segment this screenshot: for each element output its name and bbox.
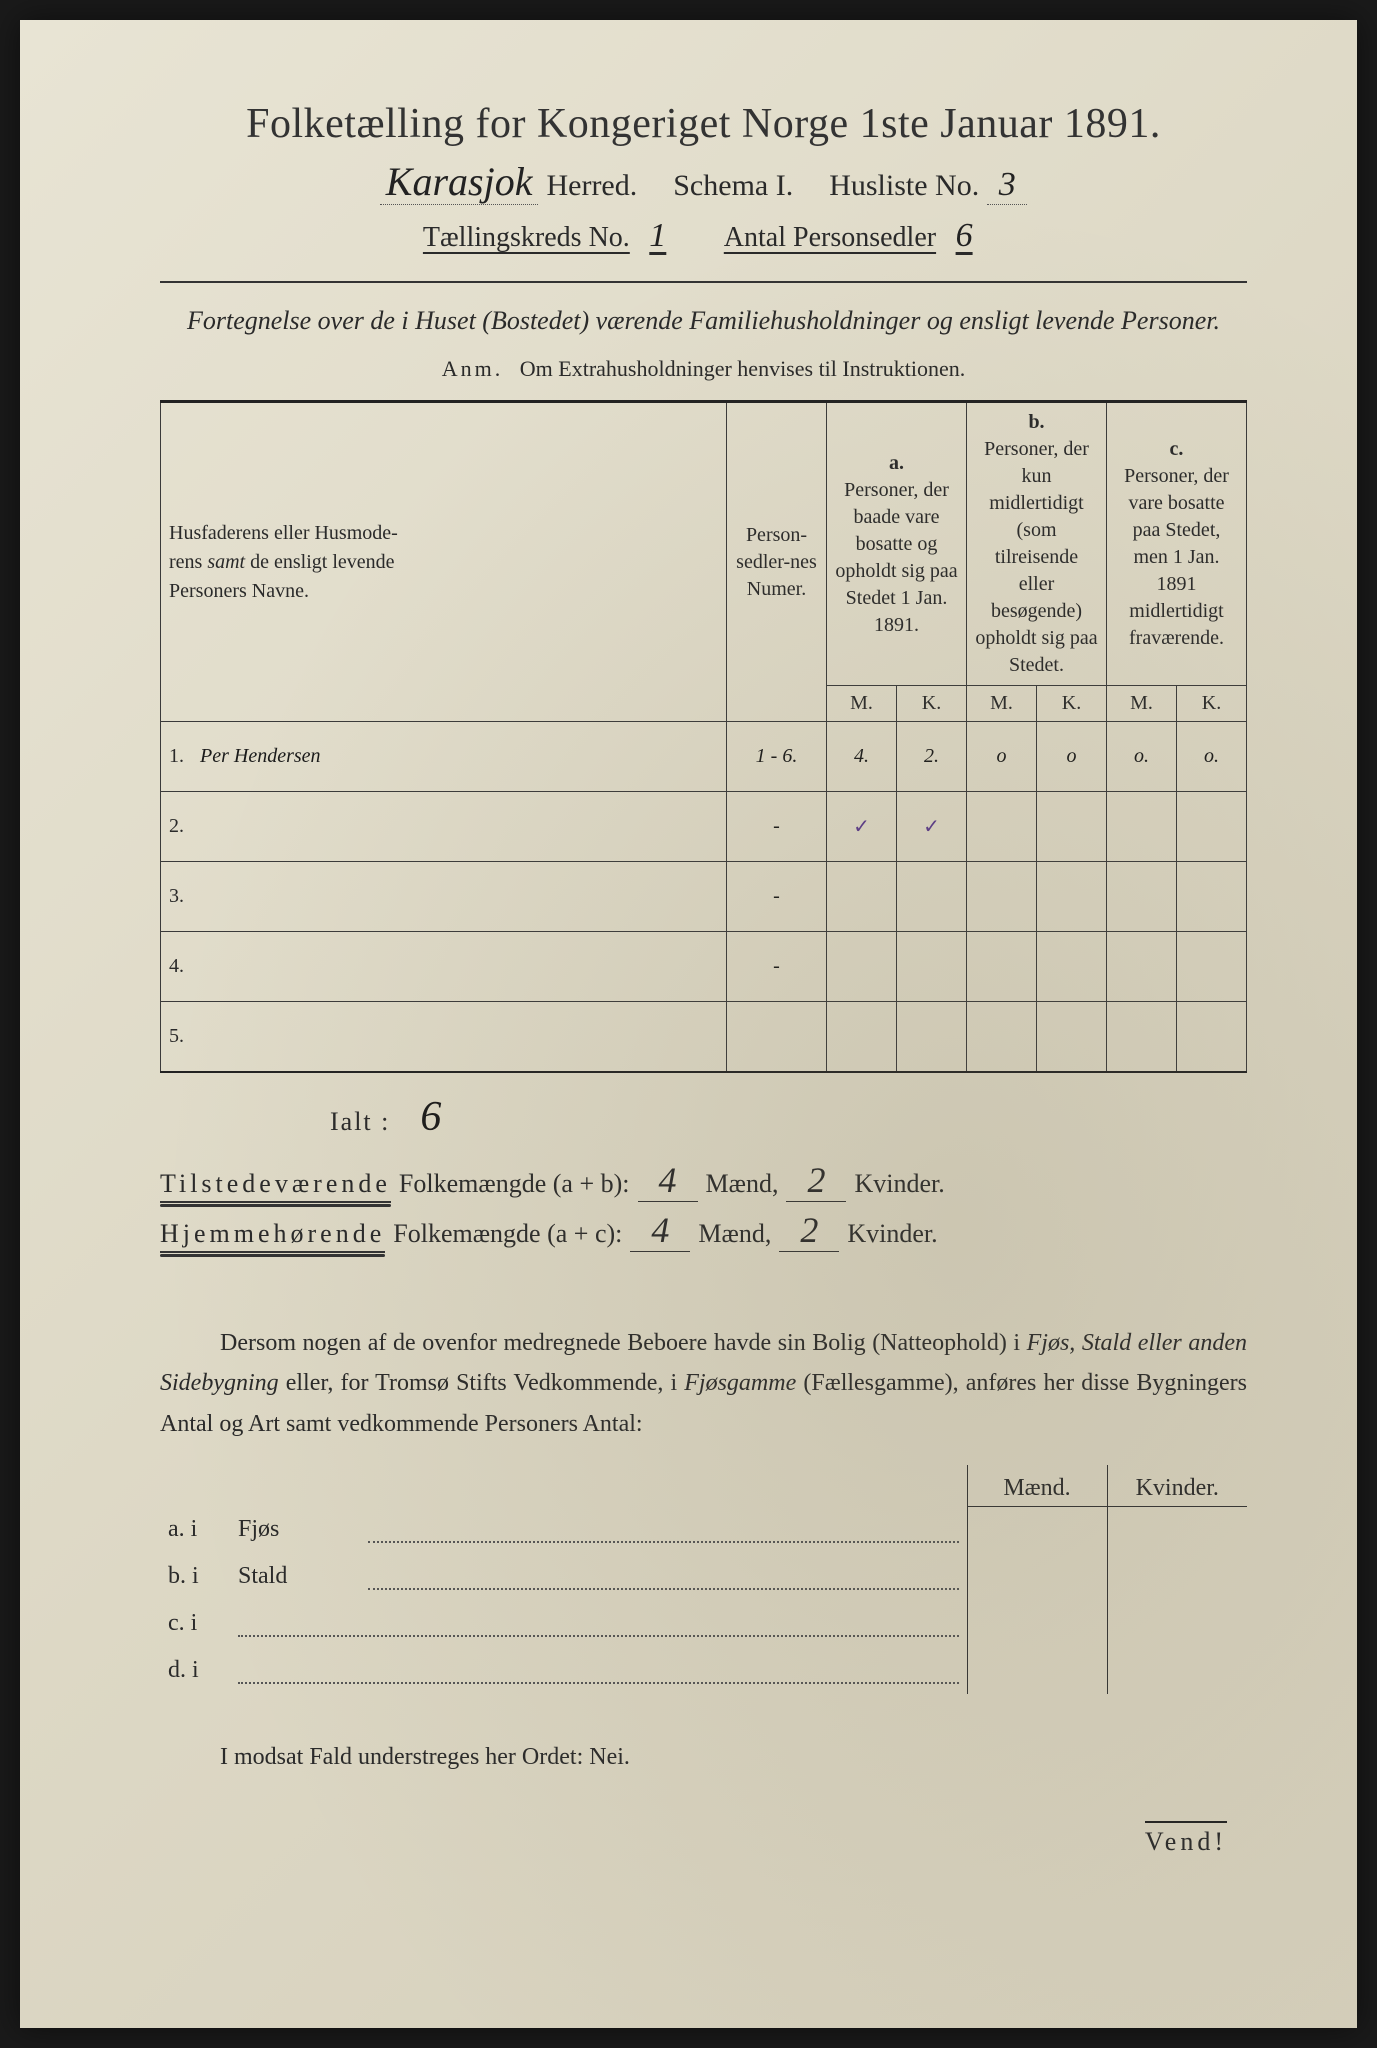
summary-row-present: Tilstedeværende Folkemængde (a + b): 4 M… xyxy=(160,1159,1247,1203)
kreds-label: Tællingskreds No. xyxy=(423,222,630,254)
antal-value: 6 xyxy=(944,219,984,255)
nei-instruction: I modsat Fald understreges her Ordet: Ne… xyxy=(160,1744,1247,1771)
building-subtable: Mænd. Kvinder. a. i Fjøs b. i Stald xyxy=(160,1465,1247,1695)
herred-value: Karasjok xyxy=(380,162,539,205)
sub-row: c. i xyxy=(160,1600,1247,1647)
present-label: Tilstedeværende xyxy=(160,1169,391,1203)
ialt-row: Ialt : 6 xyxy=(330,1093,1247,1141)
col-b-m: M. xyxy=(967,686,1037,722)
col-c-k: K. xyxy=(1177,686,1247,722)
table-row: 5. xyxy=(161,1002,1247,1072)
table-row: 3. - xyxy=(161,862,1247,932)
sub-head-k: Kvinder. xyxy=(1107,1465,1247,1507)
herred-label: Herred. xyxy=(546,169,637,203)
form-subtitle: Fortegnelse over de i Huset (Bostedet) v… xyxy=(160,301,1247,340)
sub-row: b. i Stald xyxy=(160,1553,1247,1600)
vend-label: Vend! xyxy=(160,1821,1247,1857)
sub-row: a. i Fjøs xyxy=(160,1506,1247,1553)
resident-k: 2 xyxy=(779,1209,839,1252)
main-table: Husfaderens eller Husmode-rens samt de e… xyxy=(160,400,1247,1073)
col-head-numer: Person-sedler-nes Numer. xyxy=(727,402,827,722)
col-a-k: K. xyxy=(897,686,967,722)
anm-text: Om Extrahusholdninger henvises til Instr… xyxy=(520,356,965,381)
instruction-paragraph: Dersom nogen af de ovenfor medregnede Be… xyxy=(160,1323,1247,1445)
header-line-3: Tællingskreds No. 1 Antal Personsedler 6 xyxy=(160,219,1247,255)
divider-rule xyxy=(160,281,1247,283)
resident-label: Hjemmehørende xyxy=(160,1219,385,1253)
col-a-m: M. xyxy=(827,686,897,722)
husliste-label: Husliste No. xyxy=(829,169,979,203)
sub-head-m: Mænd. xyxy=(967,1465,1107,1507)
header-line-2: Karasjok Herred. Schema I. Husliste No. … xyxy=(160,162,1247,205)
antal-label: Antal Personsedler xyxy=(724,222,936,254)
kreds-value: 1 xyxy=(638,219,678,255)
present-k: 2 xyxy=(786,1159,846,1202)
form-header: Folketælling for Kongeriget Norge 1ste J… xyxy=(160,100,1247,255)
col-head-a: a. Personer, der baade vare bosatte og o… xyxy=(827,402,967,686)
sub-row: d. i xyxy=(160,1647,1247,1694)
col-c-m: M. xyxy=(1107,686,1177,722)
table-row: 4. - xyxy=(161,932,1247,1002)
ialt-label: Ialt : xyxy=(330,1107,390,1137)
anm-label: Anm. xyxy=(442,356,504,381)
schema-label: Schema I. xyxy=(673,169,793,203)
summary-row-resident: Hjemmehørende Folkemængde (a + c): 4 Mæn… xyxy=(160,1209,1247,1253)
husliste-value: 3 xyxy=(987,168,1027,205)
present-m: 4 xyxy=(638,1159,698,1202)
census-form-page: Folketælling for Kongeriget Norge 1ste J… xyxy=(20,20,1357,2028)
col-head-c: c. Personer, der vare bosatte paa Stedet… xyxy=(1107,402,1247,686)
anm-note: Anm. Om Extrahusholdninger henvises til … xyxy=(160,356,1247,382)
resident-m: 4 xyxy=(630,1209,690,1252)
main-title: Folketælling for Kongeriget Norge 1ste J… xyxy=(160,100,1247,148)
table-body: 1. Per Hendersen 1 - 6. 4. 2. o o o. o. … xyxy=(161,722,1247,1072)
summary-block: Tilstedeværende Folkemængde (a + b): 4 M… xyxy=(160,1159,1247,1253)
col-b-k: K. xyxy=(1037,686,1107,722)
ialt-value: 6 xyxy=(420,1093,443,1141)
col-head-name: Husfaderens eller Husmode-rens samt de e… xyxy=(161,402,727,722)
table-row: 2. - ✓ ✓ xyxy=(161,792,1247,862)
col-head-b: b. Personer, der kun midlertidigt (som t… xyxy=(967,402,1107,686)
table-row: 1. Per Hendersen 1 - 6. 4. 2. o o o. o. xyxy=(161,722,1247,792)
